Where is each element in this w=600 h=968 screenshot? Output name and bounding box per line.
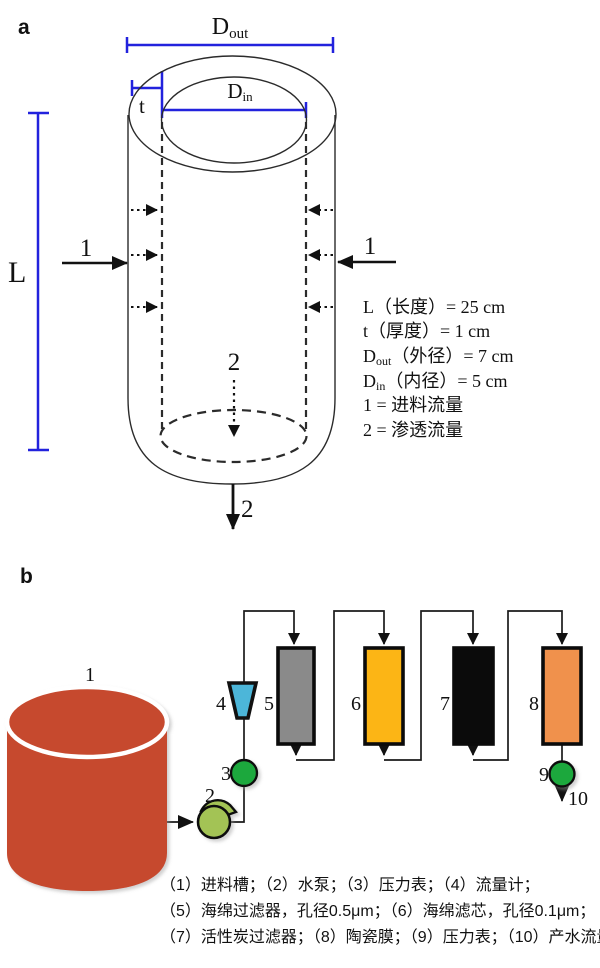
ceramic-membrane-label: 8 xyxy=(529,693,539,715)
panel-a: a Dout Din t L xyxy=(8,14,514,530)
pressure-gauge-inlet xyxy=(229,758,259,788)
feed-tank xyxy=(4,684,170,891)
feed-tank-lid xyxy=(4,684,170,760)
pressure-gauge-outlet xyxy=(548,760,576,788)
sponge-filter-label: 5 xyxy=(264,693,274,715)
din-label: Din xyxy=(227,79,253,104)
gauge-outlet-label: 9 xyxy=(539,764,549,786)
permeate-label-outlet: 2 xyxy=(241,496,254,523)
cylinder-outer-rim xyxy=(128,55,337,173)
legend-line-permeate: 2 = 渗透流量 xyxy=(363,420,463,440)
filter5-to-filter6-line xyxy=(296,610,390,761)
permeate-label-inner: 2 xyxy=(228,349,241,376)
sponge-filter-column xyxy=(276,646,316,746)
t-label: t xyxy=(139,94,145,118)
dimension-lines-group xyxy=(28,37,335,452)
flow-meter xyxy=(226,681,259,720)
sponge-cartridge-column xyxy=(363,646,405,746)
legend-line-feed: 1 = 进料流量 xyxy=(363,395,463,415)
pump-to-flowmeter-line xyxy=(230,718,245,823)
legend-line-inner-diameter: Din（内径）= 5 cm xyxy=(363,371,508,393)
carbon-filter-label: 7 xyxy=(440,693,450,715)
inner-bottom-dashed-ellipse xyxy=(159,408,308,464)
ceramic-membrane-column xyxy=(541,646,583,746)
carbon-filter-column xyxy=(452,646,495,746)
legend-line-length: L（长度）= 25 cm xyxy=(363,297,505,317)
panel-b-caption: （1）进料槽；（2）水泵；（3）压力表；（4）流量计； （5）海绵过滤器，孔径0… xyxy=(160,876,600,946)
panel-b: b 1 2 3 4 xyxy=(4,565,600,946)
process-lines-group xyxy=(167,610,569,829)
membrane-cylinder xyxy=(127,55,337,485)
flowmeter-to-filter5-line xyxy=(243,610,300,683)
legend-line-thickness: t（厚度）= 1 cm xyxy=(363,321,490,341)
product-flow-label: 10 xyxy=(568,788,588,810)
panel-b-label: b xyxy=(20,565,33,588)
pump-label: 2 xyxy=(205,785,215,807)
legend-line-outer-diameter: Dout（外径）= 7 cm xyxy=(363,346,514,368)
caption-line-2: （5）海绵过滤器，孔径0.5μm；（6）海绵滤芯，孔径0.1μm； xyxy=(160,902,595,920)
filter6-to-filter7-line xyxy=(384,610,479,761)
feed-arrows-group xyxy=(62,204,396,530)
tank-label: 1 xyxy=(85,664,95,686)
l-label: L xyxy=(8,256,26,289)
caption-line-3: （7）活性炭过滤器；（8）陶瓷膜；（9）压力表；（10）产水流量。 xyxy=(160,928,600,946)
flow-meter-label: 4 xyxy=(216,693,226,715)
panel-a-legend: L（长度）= 25 cm t（厚度）= 1 cm Dout（外径）= 7 cm … xyxy=(363,297,514,440)
cylinder-inner-rim xyxy=(160,76,308,164)
panel-a-label: a xyxy=(18,16,30,39)
filter7-to-membrane-line xyxy=(473,610,568,761)
sponge-cartridge-label: 6 xyxy=(351,693,361,715)
cylinder-outer-wall xyxy=(127,115,336,485)
dout-label: Dout xyxy=(212,14,249,42)
caption-line-1: （1）进料槽；（2）水泵；（3）压力表；（4）流量计； xyxy=(160,876,540,894)
gauge-inlet-label: 3 xyxy=(221,763,231,785)
pump xyxy=(196,799,239,840)
feed-tank-body xyxy=(7,722,167,891)
feed-label-right: 1 xyxy=(364,233,377,260)
feed-label-left: 1 xyxy=(80,235,93,262)
pump-body xyxy=(196,804,232,840)
